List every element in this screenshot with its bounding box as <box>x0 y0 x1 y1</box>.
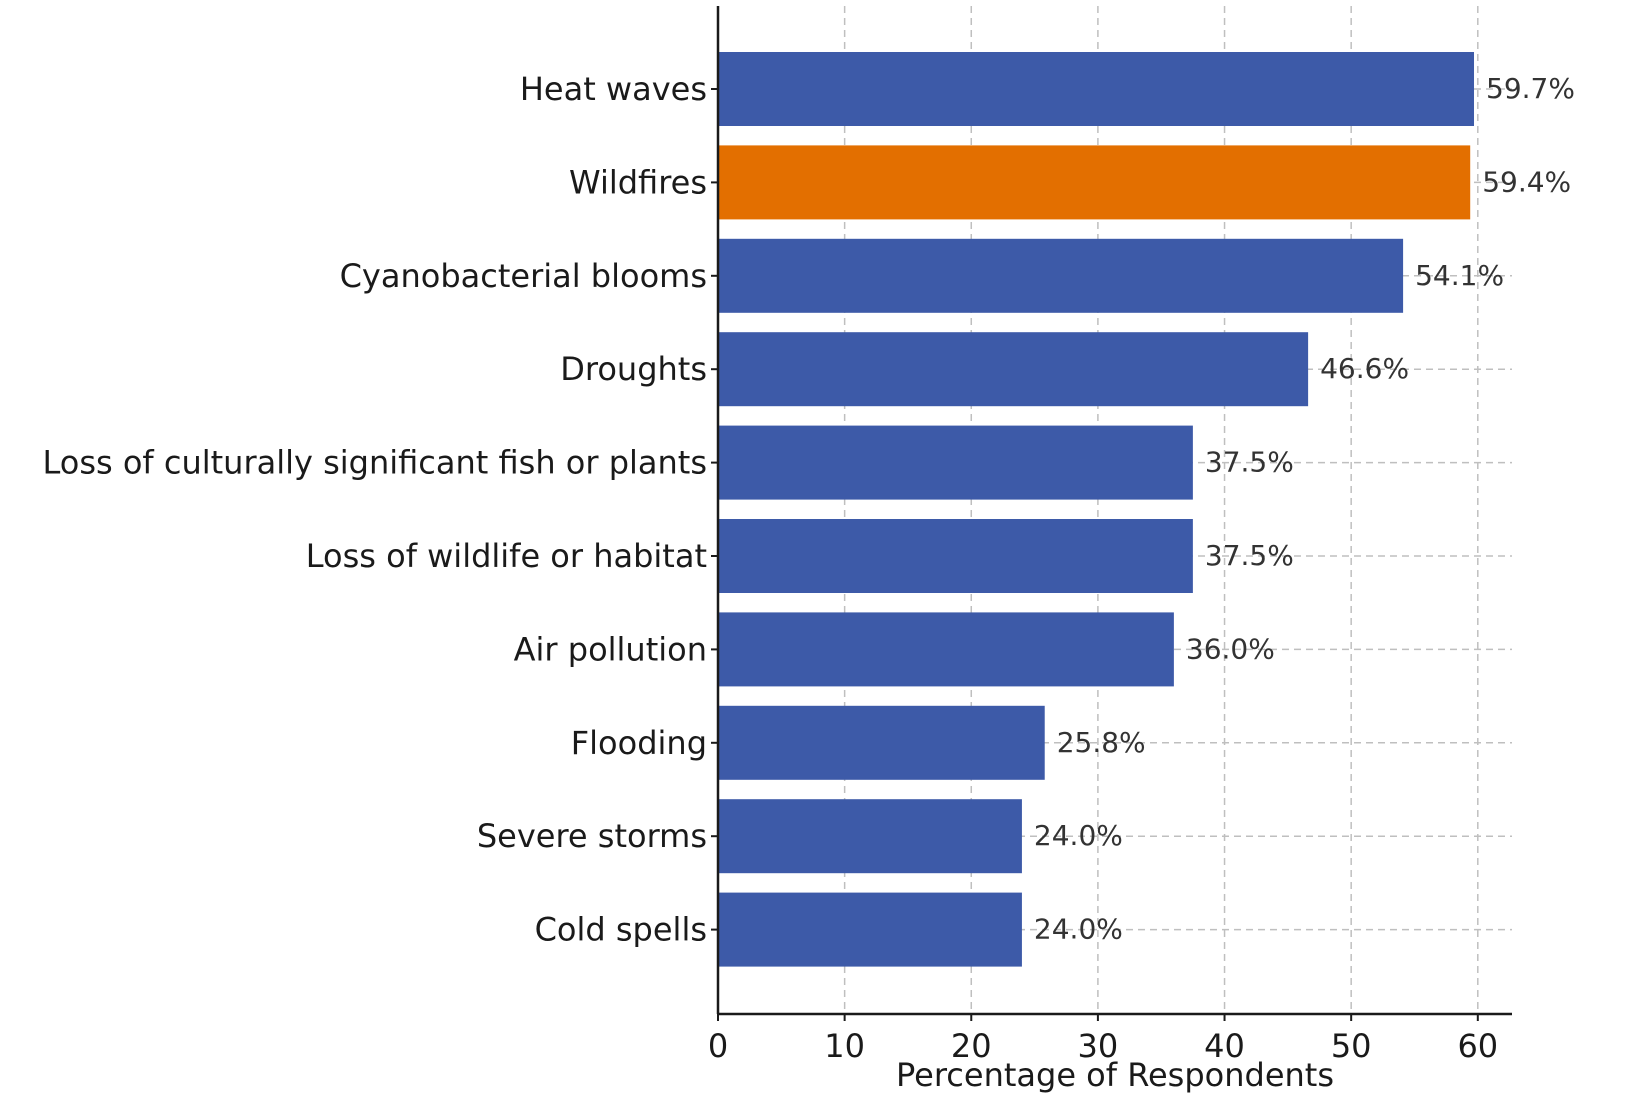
value-label: 59.7% <box>1486 72 1575 105</box>
bar <box>718 145 1471 220</box>
value-label: 54.1% <box>1415 259 1504 292</box>
value-label: 24.0% <box>1034 913 1123 946</box>
bar <box>718 332 1309 407</box>
bar <box>718 892 1022 967</box>
value-label: 37.5% <box>1205 446 1294 479</box>
x-tick-label: 50 <box>1331 1027 1372 1065</box>
x-tick-label: 40 <box>1204 1027 1245 1065</box>
value-label: 59.4% <box>1482 165 1571 198</box>
x-tick-label: 10 <box>824 1027 865 1065</box>
bar <box>718 799 1022 874</box>
category-label: Loss of culturally significant fish or p… <box>42 444 707 482</box>
axes <box>711 6 1512 1021</box>
x-axis-title: Percentage of Respondents <box>896 1056 1334 1094</box>
category-label: Loss of wildlife or habitat <box>306 537 707 575</box>
bar <box>718 425 1193 500</box>
category-label: Droughts <box>560 350 707 388</box>
value-label: 25.8% <box>1057 726 1146 759</box>
bar <box>718 705 1045 780</box>
x-tick-label: 60 <box>1457 1027 1498 1065</box>
x-tick-label: 30 <box>1078 1027 1119 1065</box>
value-label: 24.0% <box>1034 819 1123 852</box>
category-label: Air pollution <box>514 630 707 668</box>
value-label: 37.5% <box>1205 539 1294 572</box>
x-tick-label: 0 <box>708 1027 728 1065</box>
value-label: 46.6% <box>1320 352 1409 385</box>
category-label: Flooding <box>571 724 707 762</box>
labels: 0 10 20 30 40 50 60 Heat waves 59.7% Wildfires 59.… <box>42 70 1574 1065</box>
bar <box>718 519 1193 593</box>
bars <box>718 52 1475 967</box>
bar <box>718 612 1174 687</box>
category-label: Cold spells <box>535 911 707 949</box>
x-tick-label: 20 <box>951 1027 992 1065</box>
category-label: Wildfires <box>569 163 707 201</box>
bar <box>718 52 1475 126</box>
category-label: Heat waves <box>520 70 707 108</box>
bar <box>718 238 1404 313</box>
category-label: Cyanobacterial blooms <box>340 257 707 295</box>
value-label: 36.0% <box>1186 632 1275 665</box>
category-label: Severe storms <box>477 817 707 855</box>
